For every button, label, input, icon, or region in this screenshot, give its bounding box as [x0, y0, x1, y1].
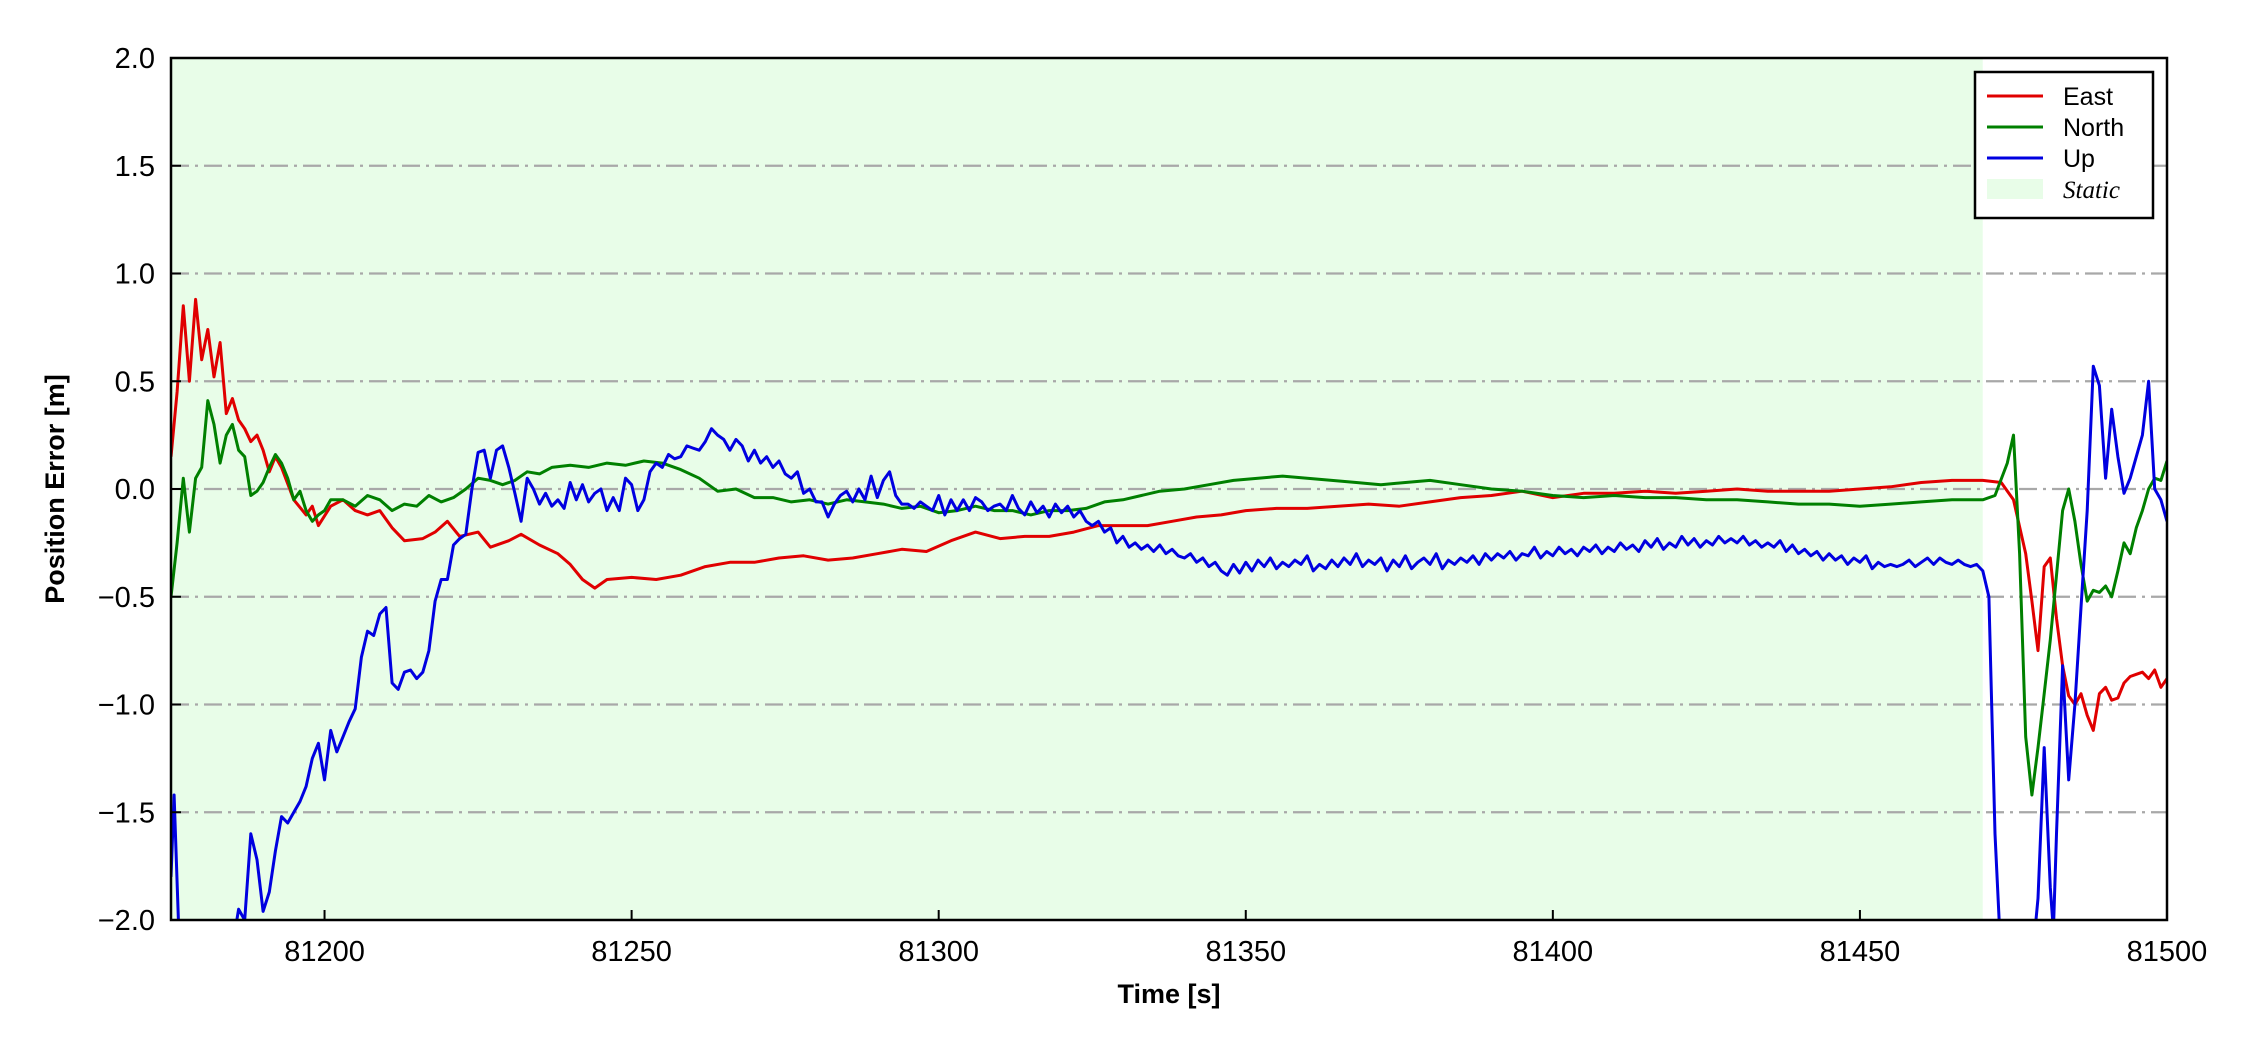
legend-label-static: Static [2063, 177, 2120, 204]
series-line-north [171, 399, 2167, 797]
series-group [171, 297, 2167, 920]
legend-label-east: East [2063, 83, 2113, 111]
y-tick-label: 2.0 [115, 43, 155, 75]
x-tick-label: 81450 [1820, 936, 1901, 968]
legend: East North Up Static [1973, 70, 2155, 220]
y-axis: 2.0 1.5 1.0 0.5 0.0 −0.5 −1.0 −1.5 −2.0 [98, 43, 181, 937]
y-tick-label: 1.5 [115, 151, 155, 183]
legend-label-north: North [2063, 114, 2124, 142]
x-tick-label: 81250 [591, 936, 672, 968]
series-line-up [171, 364, 2167, 920]
series-line-east [171, 297, 2167, 732]
y-tick-label: −0.5 [98, 582, 155, 614]
x-tick-label: 81300 [898, 936, 979, 968]
x-tick-label: 81500 [2127, 936, 2208, 968]
y-tick-label: 1.0 [115, 259, 155, 291]
legend-swatch-static [1987, 179, 2043, 199]
x-tick-label: 81350 [1205, 936, 1286, 968]
grid [171, 164, 2167, 814]
y-tick-label: −1.0 [98, 690, 155, 722]
y-tick-label: −1.5 [98, 797, 155, 829]
y-axis-title: Position Error [m] [40, 374, 70, 604]
y-tick-label: −2.0 [98, 905, 155, 937]
legend-label-up: Up [2063, 145, 2095, 173]
y-tick-label: 0.5 [115, 366, 155, 398]
x-axis: 81200 81250 81300 81350 81400 81450 81500 [284, 910, 2207, 968]
x-tick-label: 81200 [284, 936, 365, 968]
x-axis-title: Time [s] [1117, 979, 1220, 1009]
x-tick-label: 81400 [1513, 936, 1594, 968]
y-tick-label: 0.0 [115, 474, 155, 506]
